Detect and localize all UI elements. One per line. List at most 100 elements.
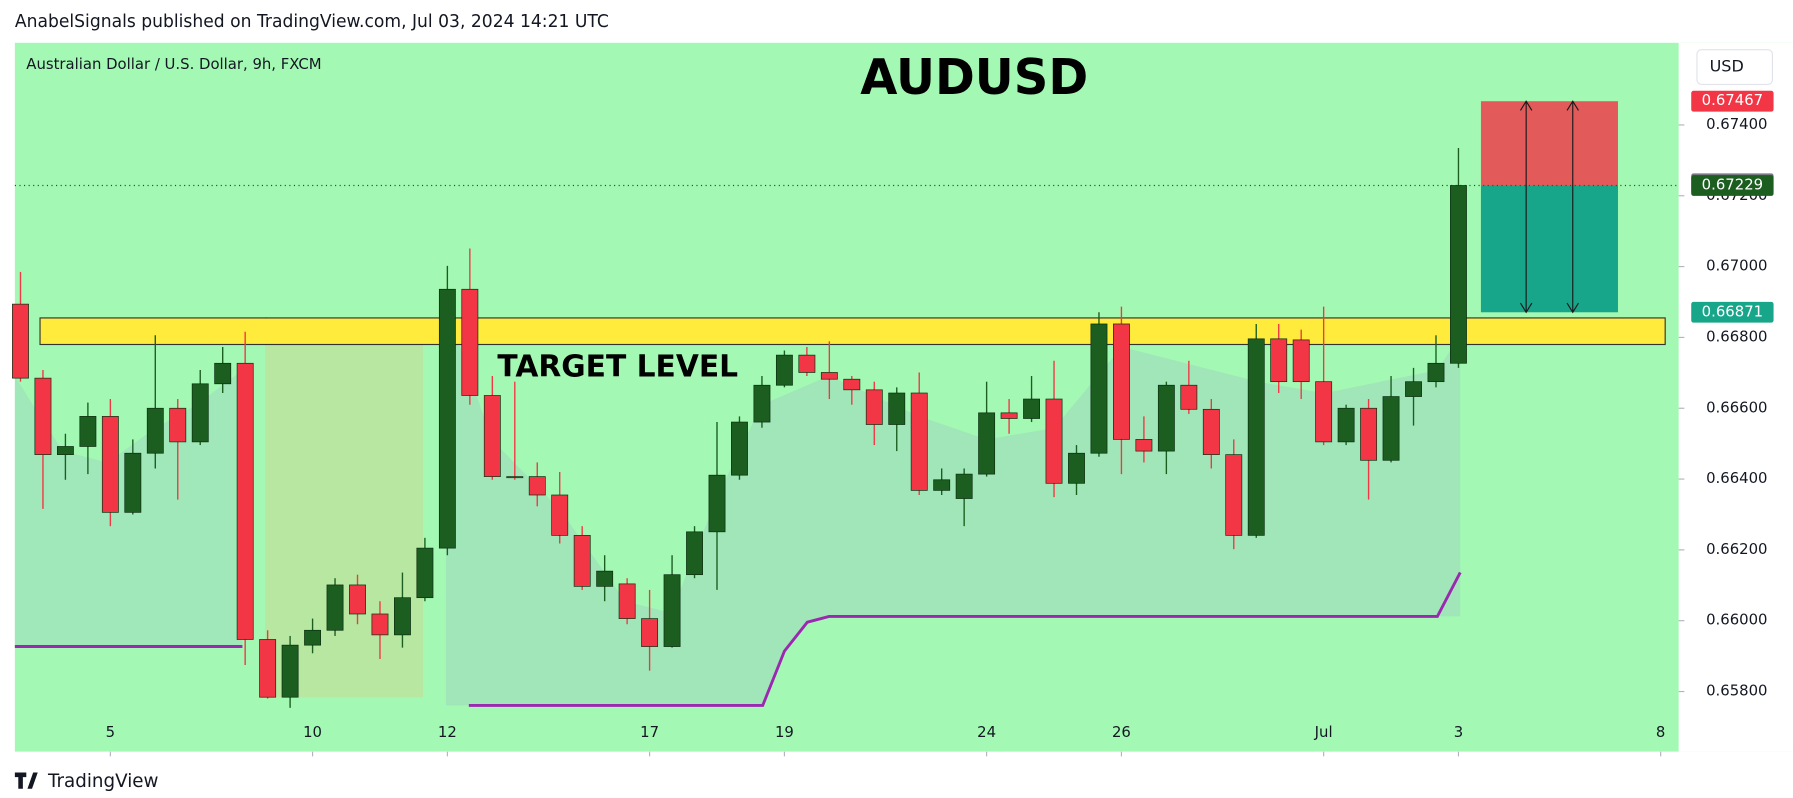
candle-body xyxy=(191,383,209,443)
candle-body xyxy=(820,372,838,380)
x-tick-label: Jul xyxy=(1314,723,1333,741)
x-tick-label: 5 xyxy=(106,723,115,741)
candle-body xyxy=(843,378,861,391)
measure-arrow xyxy=(1566,100,1579,314)
candle-body xyxy=(259,639,277,698)
candle-body xyxy=(1225,454,1243,536)
candle-body xyxy=(888,392,906,425)
candle-body xyxy=(641,618,659,647)
indicator-area xyxy=(445,306,1461,706)
candle-body xyxy=(1450,185,1467,364)
candle-body xyxy=(146,407,164,454)
x-tick-label: 19 xyxy=(775,723,794,741)
publish-header: AnabelSignals published on TradingView.c… xyxy=(15,12,609,32)
candle-body xyxy=(1337,407,1355,443)
price-badge-label: 0.67467 xyxy=(1702,91,1763,109)
candle-body xyxy=(1045,398,1063,484)
brand-logo xyxy=(14,772,38,789)
candle-body xyxy=(1000,412,1018,419)
candle-body xyxy=(56,446,74,455)
x-tick-label: 10 xyxy=(303,723,322,741)
axis-layer: 0.65800 0.66000 0.66200 0.66400 0.66600 0.668… xyxy=(1678,90,1774,700)
y-tick-label: 0.67000 xyxy=(1706,257,1767,275)
marks-layer xyxy=(12,147,1467,708)
candle-body xyxy=(394,597,411,636)
y-tick-label: 0.66200 xyxy=(1706,540,1767,558)
target-zone xyxy=(39,317,1666,346)
candle-body xyxy=(1090,323,1108,454)
candle-body xyxy=(349,584,366,615)
candle-body xyxy=(663,574,681,647)
candle-body xyxy=(573,535,591,587)
x-axis-layer: 5 10 12 17 19 24 26 Jul 3 8 xyxy=(106,723,1665,757)
candle-body xyxy=(1113,323,1130,440)
candle-body xyxy=(1180,384,1198,410)
candle-body xyxy=(955,473,973,499)
symbol-info: Australian Dollar / U.S. Dollar, 9h, FXC… xyxy=(26,55,321,73)
candle-body xyxy=(1247,338,1265,536)
candle-body xyxy=(79,416,97,447)
zone-label: TARGET LEVEL xyxy=(497,349,738,384)
measure-arrow xyxy=(1519,100,1533,314)
candle-body xyxy=(214,362,232,385)
stop-zone xyxy=(1480,101,1618,186)
candle-body xyxy=(371,613,389,636)
price-axis xyxy=(1678,42,1793,752)
candle-body xyxy=(731,421,748,476)
candle-body xyxy=(236,362,254,640)
candle-body xyxy=(551,494,569,536)
candle-body xyxy=(438,288,456,549)
candle-body xyxy=(1292,339,1310,383)
grid-layer xyxy=(14,100,1679,346)
candle-body xyxy=(1382,396,1400,461)
y-tick-label: 0.65800 xyxy=(1706,681,1767,699)
y-tick-label: 0.66600 xyxy=(1706,398,1767,416)
footer-background xyxy=(0,751,1793,798)
candle-body xyxy=(596,570,614,587)
candle-body xyxy=(483,395,501,477)
candle-body xyxy=(933,479,951,491)
currency-box[interactable] xyxy=(1696,49,1773,86)
currency-label: USD xyxy=(1710,57,1744,76)
price-badge-label: 0.66871 xyxy=(1702,302,1763,320)
candle-body xyxy=(461,288,479,396)
candle-body xyxy=(978,412,996,475)
candle-body xyxy=(304,629,322,646)
price-badge-label: 0.67229 xyxy=(1702,175,1763,193)
candle-body xyxy=(1315,381,1333,443)
candle-body xyxy=(753,384,771,423)
candle-body xyxy=(416,547,434,599)
candle-body xyxy=(1068,452,1085,484)
candle-body xyxy=(618,583,636,619)
candle-body xyxy=(1023,398,1040,419)
x-tick-label: 3 xyxy=(1454,723,1463,741)
x-tick-label: 26 xyxy=(1112,723,1131,741)
candle-body xyxy=(910,392,928,491)
y-tick-label: 0.66800 xyxy=(1706,327,1767,345)
x-tick-label: 12 xyxy=(438,723,457,741)
target-profit-zone xyxy=(1480,185,1618,313)
candle-body xyxy=(1360,407,1378,461)
candle-body xyxy=(775,354,793,386)
y-tick-label: 0.66000 xyxy=(1706,611,1767,629)
price-badge xyxy=(1691,175,1774,196)
candle-body xyxy=(1135,439,1153,452)
candle-body xyxy=(708,474,726,533)
candle-body xyxy=(506,476,524,479)
chart-title: AUDUSD xyxy=(860,50,1088,106)
candle-body xyxy=(1157,384,1175,452)
trend-line xyxy=(468,571,1462,707)
x-tick-label: 17 xyxy=(640,723,659,741)
y-tick-label: 0.66400 xyxy=(1706,469,1767,487)
candle-body xyxy=(1202,408,1220,455)
brand-name: TradingView xyxy=(47,771,158,792)
candle-body xyxy=(1427,362,1445,383)
candle-body xyxy=(798,354,816,373)
candle-body xyxy=(528,476,546,496)
candle-body xyxy=(101,416,119,513)
candle-body xyxy=(1270,338,1288,383)
indicator-area xyxy=(265,319,424,698)
candle-body xyxy=(124,452,142,513)
